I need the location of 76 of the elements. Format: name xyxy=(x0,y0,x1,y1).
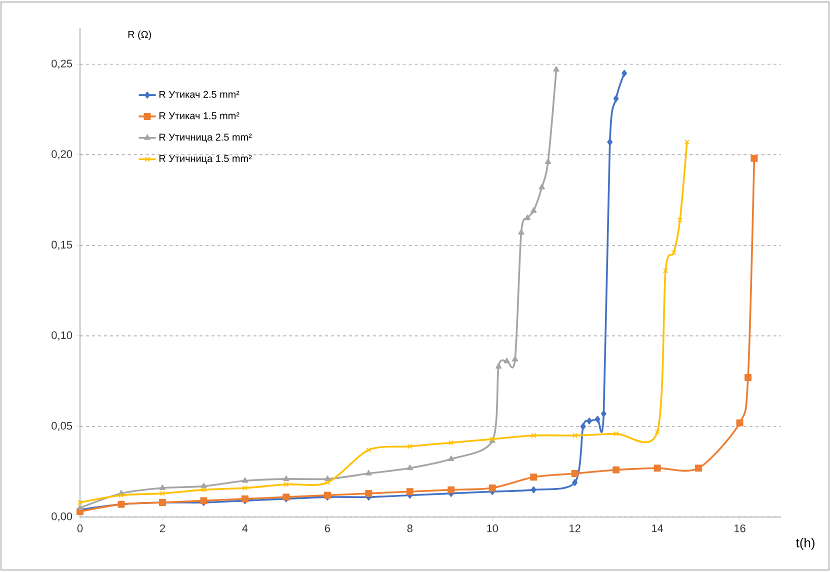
point xyxy=(594,416,600,423)
point xyxy=(750,154,758,162)
point xyxy=(512,356,518,362)
point xyxy=(365,490,372,497)
point xyxy=(586,418,592,424)
point xyxy=(580,422,586,430)
point xyxy=(518,229,524,235)
point xyxy=(530,207,537,213)
point xyxy=(654,429,660,434)
point xyxy=(76,504,84,510)
y-tick-label: 0,20 xyxy=(52,150,72,160)
point xyxy=(324,475,331,481)
point xyxy=(159,484,166,490)
x-tick-label: 0 xyxy=(77,524,83,532)
point xyxy=(572,479,578,486)
point xyxy=(283,475,290,481)
point xyxy=(654,464,661,472)
point xyxy=(504,358,510,364)
x-tick-label: 14 xyxy=(652,524,664,532)
point xyxy=(622,70,628,77)
point xyxy=(284,482,289,487)
point xyxy=(530,474,538,481)
point xyxy=(524,214,530,220)
point xyxy=(448,440,454,446)
y-tick-label: 0,25 xyxy=(52,60,72,69)
point xyxy=(553,66,560,72)
point xyxy=(530,432,536,438)
point xyxy=(607,138,613,146)
x-tick-label: 2 xyxy=(160,524,165,532)
point xyxy=(200,482,207,488)
point xyxy=(530,486,536,494)
point xyxy=(662,268,668,274)
point xyxy=(366,447,372,453)
legend-label: R Утикач 1.5 mm² xyxy=(159,112,240,120)
x-tick-label: 8 xyxy=(407,524,412,532)
point xyxy=(613,431,619,436)
point xyxy=(571,470,578,478)
point xyxy=(448,456,454,462)
point xyxy=(613,95,619,102)
legend-label: R Утичница 1.5 mm² xyxy=(159,155,252,164)
x-tick-label: 16 xyxy=(734,524,746,532)
point xyxy=(538,184,545,190)
point xyxy=(671,250,676,256)
x-tick-label: 10 xyxy=(487,524,498,532)
point xyxy=(744,374,752,382)
point xyxy=(406,464,413,470)
point xyxy=(201,487,206,492)
y-tick-label: 0,05 xyxy=(52,422,72,431)
point xyxy=(736,419,744,426)
y-tick-label: 0,10 xyxy=(52,331,72,340)
legend-label: R Утичница 2.5 mm² xyxy=(159,134,252,143)
point xyxy=(677,217,683,223)
x-tick-label: 4 xyxy=(242,524,248,532)
point xyxy=(406,488,414,496)
point xyxy=(572,432,578,438)
point xyxy=(160,490,166,496)
point xyxy=(366,470,372,476)
point xyxy=(448,486,455,494)
y-tick-label: 0,00 xyxy=(52,512,72,522)
x-tick-label: 12 xyxy=(570,524,580,532)
point xyxy=(612,466,620,474)
point xyxy=(118,492,124,498)
x-axis-title: t(h) xyxy=(796,538,814,550)
y-axis-title: R (Ω) xyxy=(128,30,151,40)
x-tick-label: 6 xyxy=(324,524,330,532)
y-tick-label: 0,15 xyxy=(52,240,72,250)
point xyxy=(242,485,248,491)
point xyxy=(600,410,606,418)
point xyxy=(544,158,552,164)
point xyxy=(488,484,496,492)
point xyxy=(695,464,702,472)
legend-label: R Утикач 2.5 mm² xyxy=(159,90,240,98)
point xyxy=(324,480,330,486)
point xyxy=(407,444,413,449)
point xyxy=(495,363,502,369)
point xyxy=(242,477,248,483)
